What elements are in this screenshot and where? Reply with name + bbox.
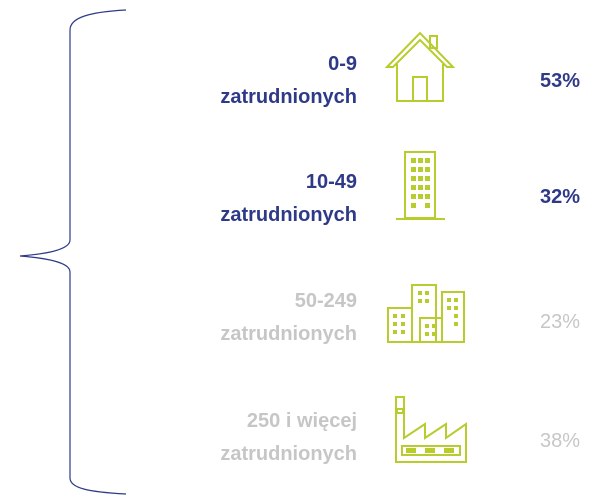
row-percent: 38%	[540, 430, 580, 452]
row-range: 10-49	[306, 171, 357, 193]
brace	[19, 9, 127, 495]
row-range: 250 i więcej	[247, 410, 357, 432]
house-icon	[384, 31, 456, 102]
row-unit: zatrudnionych	[220, 86, 357, 108]
row-range: 50-249	[295, 290, 357, 312]
row-unit: zatrudnionych	[220, 323, 357, 345]
row-unit: zatrudnionych	[220, 443, 357, 465]
factory-icon	[395, 396, 467, 463]
city-icon	[387, 284, 465, 343]
row-percent: 53%	[540, 70, 580, 92]
row-percent: 23%	[540, 311, 580, 333]
row-unit: zatrudnionych	[220, 204, 357, 226]
tower-icon	[396, 151, 445, 220]
row-percent: 32%	[540, 186, 580, 208]
row-range: 0-9	[328, 53, 357, 75]
